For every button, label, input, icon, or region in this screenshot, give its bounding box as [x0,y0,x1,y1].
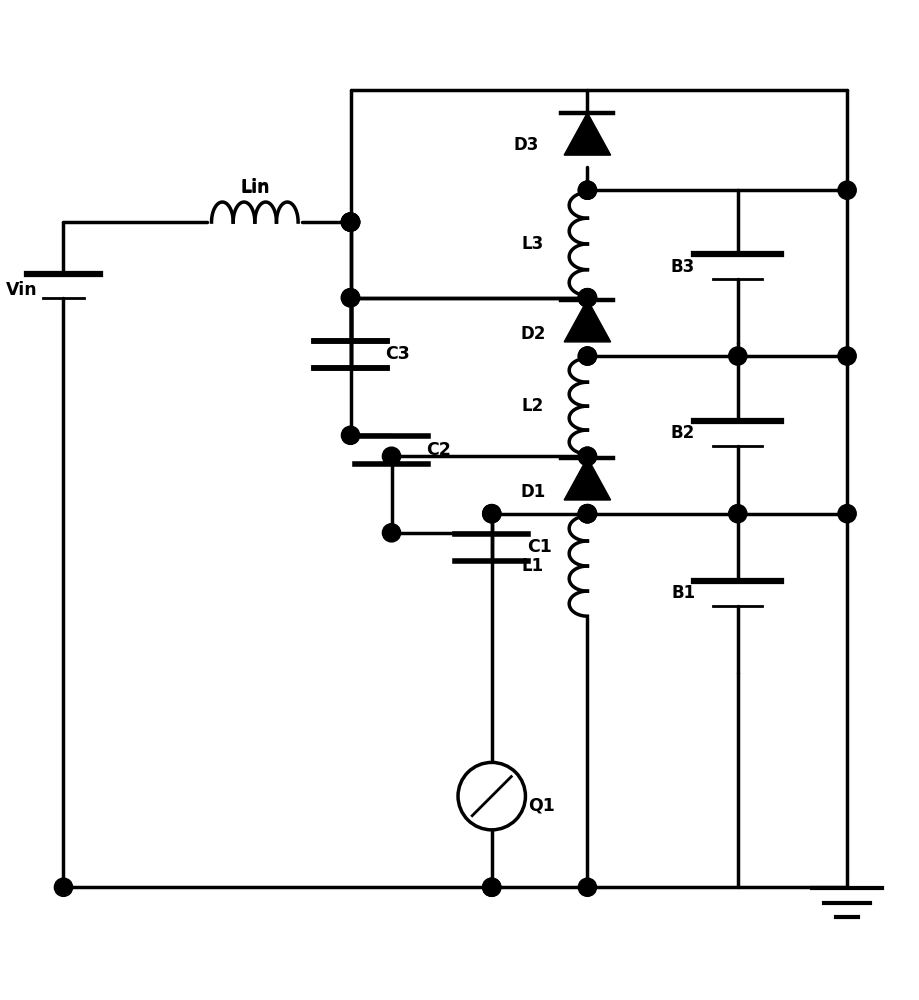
Circle shape [482,878,500,896]
Circle shape [578,289,596,307]
Text: C1: C1 [526,538,551,556]
Text: L2: L2 [521,397,543,415]
Circle shape [837,505,856,523]
Circle shape [578,505,596,523]
Circle shape [578,181,596,199]
Circle shape [482,878,500,896]
Circle shape [728,347,746,365]
Circle shape [578,505,596,523]
Circle shape [341,426,359,444]
Text: L3: L3 [521,235,543,253]
Circle shape [382,447,400,465]
Text: L1: L1 [521,557,543,575]
Circle shape [837,181,856,199]
Text: D3: D3 [513,136,539,154]
Circle shape [341,213,359,231]
Text: Q1: Q1 [528,796,555,814]
Circle shape [728,505,746,523]
Circle shape [578,181,596,199]
Polygon shape [563,300,610,342]
Circle shape [578,347,596,365]
Text: Vin: Vin [6,281,38,299]
Circle shape [341,213,359,231]
Circle shape [578,289,596,307]
Polygon shape [563,458,610,500]
Circle shape [578,289,596,307]
Circle shape [341,213,359,231]
Polygon shape [563,113,610,155]
Text: D1: D1 [519,483,545,501]
Circle shape [837,347,856,365]
Circle shape [482,505,500,523]
Circle shape [382,524,400,542]
Circle shape [482,505,500,523]
Text: Lin: Lin [240,179,269,197]
Circle shape [578,447,596,465]
Text: B3: B3 [670,258,695,276]
Circle shape [578,505,596,523]
Circle shape [341,289,359,307]
Text: D2: D2 [519,325,545,343]
Circle shape [341,213,359,231]
Circle shape [458,762,525,830]
Circle shape [341,289,359,307]
Circle shape [578,347,596,365]
Circle shape [578,878,596,896]
Text: C2: C2 [426,441,451,459]
Text: B2: B2 [670,424,695,442]
Circle shape [578,447,596,465]
Text: C3: C3 [385,345,410,363]
Text: B1: B1 [670,584,695,602]
Circle shape [54,878,73,896]
Text: Lin: Lin [240,178,269,196]
